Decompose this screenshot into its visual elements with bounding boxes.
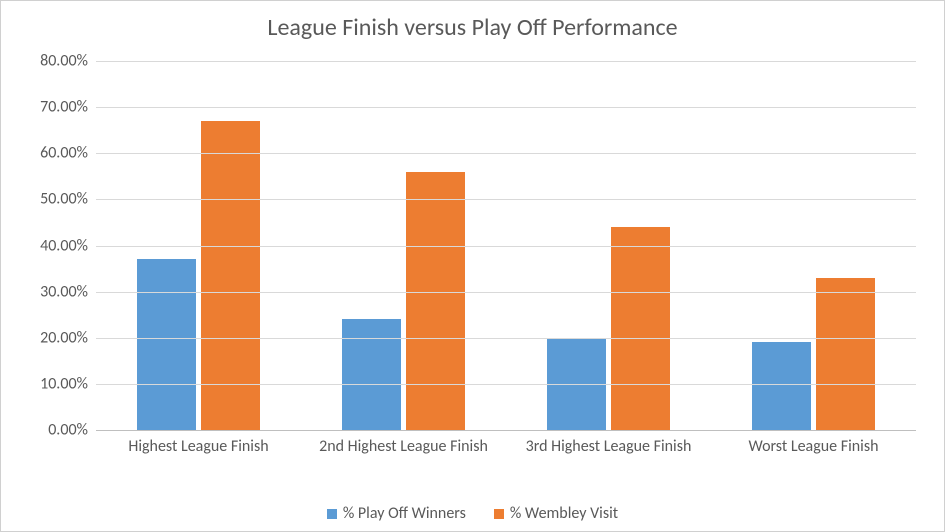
bar — [342, 319, 401, 430]
bar — [406, 172, 465, 430]
gridline — [96, 199, 916, 200]
gridline — [96, 292, 916, 293]
x-axis-labels: Highest League Finish2nd Highest League … — [96, 433, 916, 457]
y-tick-label: 70.00% — [40, 98, 88, 117]
y-tick-label: 0.00% — [48, 421, 88, 440]
bar — [752, 342, 811, 430]
gridline — [96, 61, 916, 62]
y-tick-label: 50.00% — [40, 190, 88, 209]
bar — [611, 227, 670, 430]
gridline — [96, 384, 916, 385]
x-tick-label: 2nd Highest League Finish — [301, 433, 506, 457]
y-tick-label: 20.00% — [40, 328, 88, 347]
legend-label: % Wembley Visit — [510, 504, 618, 523]
chart-title: League Finish versus Play Off Performanc… — [1, 1, 944, 50]
x-tick-label: 3rd Highest League Finish — [506, 433, 711, 457]
legend-item: % Wembley Visit — [494, 504, 618, 523]
legend-swatch — [494, 509, 504, 519]
plot-area: 0.00%10.00%20.00%30.00%40.00%50.00%60.00… — [96, 61, 916, 431]
y-tick-label: 40.00% — [40, 236, 88, 255]
y-tick-label: 10.00% — [40, 374, 88, 393]
gridline — [96, 246, 916, 247]
chart-container: League Finish versus Play Off Performanc… — [0, 0, 945, 532]
legend-label: % Play Off Winners — [343, 504, 466, 523]
gridline — [96, 153, 916, 154]
bar — [137, 259, 196, 430]
x-tick-label: Worst League Finish — [711, 433, 916, 457]
y-tick-label: 80.00% — [40, 52, 88, 71]
gridline — [96, 107, 916, 108]
legend: % Play Off Winners % Wembley Visit — [1, 504, 944, 523]
legend-item: % Play Off Winners — [327, 504, 466, 523]
y-tick-label: 60.00% — [40, 144, 88, 163]
bar — [816, 278, 875, 430]
y-tick-label: 30.00% — [40, 282, 88, 301]
legend-swatch — [327, 509, 337, 519]
x-tick-label: Highest League Finish — [96, 433, 301, 457]
gridline — [96, 338, 916, 339]
